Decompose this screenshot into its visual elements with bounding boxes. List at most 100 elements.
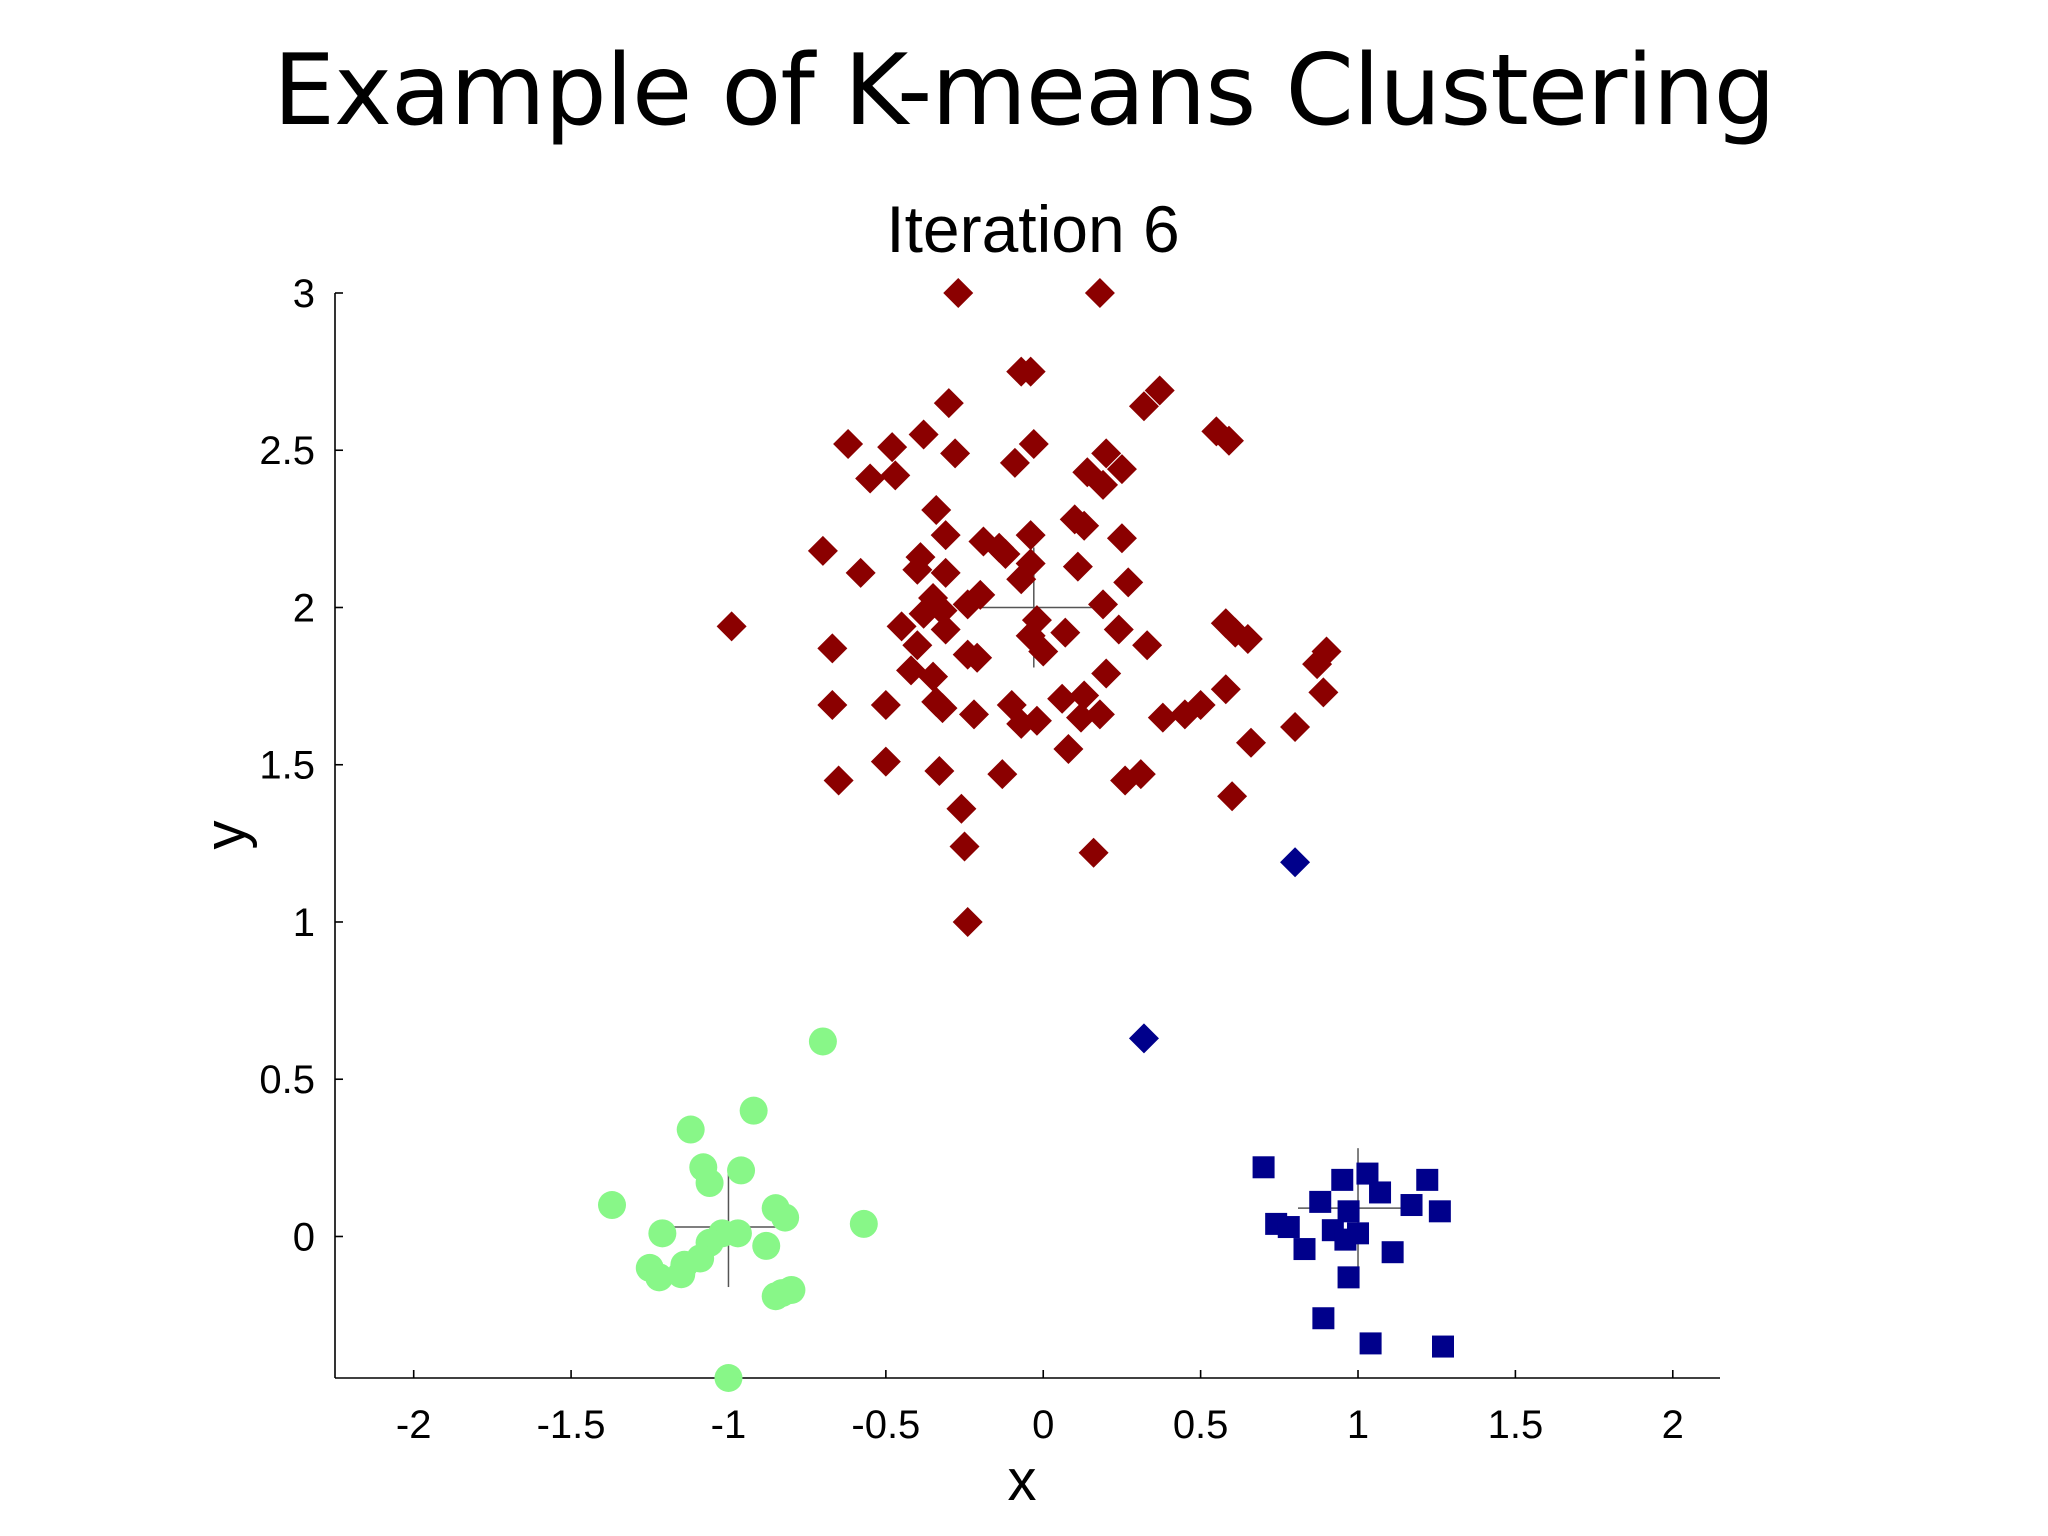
- diamond-point: [908, 419, 939, 450]
- circle-point: [771, 1203, 800, 1232]
- circle-point: [714, 1364, 743, 1392]
- diamond-point: [924, 756, 955, 787]
- circle-point: [648, 1219, 677, 1248]
- chart-title: Iteration 6: [886, 192, 1180, 266]
- y-tick-label: 3: [293, 272, 315, 316]
- diamond-point: [1302, 649, 1333, 680]
- circle-point: [676, 1115, 705, 1144]
- diamond-point: [1078, 837, 1109, 868]
- data-points: [598, 278, 1454, 1392]
- diamond-point: [877, 432, 908, 463]
- y-tick-label: 0.5: [259, 1058, 315, 1102]
- diamond-point: [1062, 551, 1093, 582]
- y-axis-label: y: [193, 821, 258, 850]
- square-point: [1312, 1307, 1335, 1330]
- x-tick-label: 2: [1662, 1403, 1684, 1447]
- diamond-point: [943, 278, 974, 308]
- square-point: [1337, 1200, 1360, 1223]
- diamond-point: [845, 557, 876, 588]
- axes: [334, 293, 1720, 1379]
- diamond-point: [987, 759, 1018, 790]
- diamond-point: [1213, 425, 1244, 456]
- square-point: [1369, 1181, 1392, 1204]
- circle-point: [849, 1209, 878, 1238]
- diamond-point: [880, 460, 911, 491]
- diamond-point: [902, 630, 933, 661]
- square-point: [1416, 1168, 1439, 1191]
- diamond-point: [1053, 734, 1084, 765]
- diamond-point: [1147, 702, 1178, 733]
- square-point: [1277, 1216, 1300, 1239]
- diamond-point: [940, 438, 971, 469]
- diamond-point: [1069, 680, 1100, 711]
- x-tick-label: 0: [1032, 1403, 1054, 1447]
- diamond-point: [1091, 438, 1122, 469]
- circle-point: [645, 1263, 674, 1292]
- diamond-point: [927, 595, 958, 626]
- y-tick-label: 2.5: [259, 429, 315, 473]
- diamond-point: [1144, 375, 1175, 406]
- diamond-point: [1015, 520, 1046, 551]
- diamond-point: [918, 661, 949, 692]
- square-point: [1337, 1266, 1360, 1289]
- diamond-point: [855, 463, 886, 494]
- circle-point: [739, 1096, 768, 1125]
- circle-point: [695, 1169, 724, 1198]
- diamond-point: [1217, 781, 1248, 812]
- x-tick-label: 0.5: [1173, 1403, 1229, 1447]
- slide-title: Example of K-means Clustering: [273, 34, 1776, 148]
- diamond-point: [933, 388, 964, 419]
- diamond-point: [1006, 708, 1037, 739]
- x-tick-label: -0.5: [851, 1403, 920, 1447]
- diamond-point: [990, 539, 1021, 570]
- diamond-point: [870, 689, 901, 720]
- circle-point: [752, 1231, 781, 1260]
- diamond-point: [1050, 617, 1081, 648]
- y-tick-label: 1.5: [259, 744, 315, 788]
- diamond-point: [1047, 683, 1078, 714]
- circle-point: [808, 1027, 837, 1056]
- y-tick-label: 2: [293, 586, 315, 630]
- diamond-point: [921, 495, 952, 525]
- diamond-point: [949, 831, 980, 862]
- square-point: [1432, 1335, 1454, 1358]
- circle-point: [761, 1282, 790, 1311]
- diamond-point: [1185, 689, 1216, 720]
- diamond-point: [1106, 523, 1137, 554]
- square-point: [1381, 1241, 1404, 1264]
- diamond-point: [1088, 469, 1119, 500]
- diamond-point: [833, 428, 864, 459]
- diamond-point: [1106, 454, 1137, 485]
- diamond-point: [1113, 567, 1144, 598]
- diamond-point: [1103, 614, 1134, 645]
- diamond-point: [958, 699, 989, 730]
- diamond-point: [1280, 847, 1311, 878]
- square-point: [1428, 1200, 1451, 1223]
- diamond-point: [952, 589, 983, 620]
- diamond-point: [823, 765, 854, 796]
- x-tick-label: -2: [396, 1403, 432, 1447]
- x-tick-label: -1: [711, 1403, 747, 1447]
- diamond-point: [999, 447, 1030, 478]
- diamond-point: [1091, 658, 1122, 689]
- diamond-point: [1069, 510, 1100, 541]
- diamond-point: [870, 746, 901, 777]
- diamond-point: [930, 557, 961, 588]
- diamond-point: [930, 520, 961, 551]
- y-tick-label: 1: [293, 901, 315, 945]
- x-tick-label: -1.5: [537, 1403, 606, 1447]
- diamond-point: [1066, 702, 1097, 733]
- diamond-point: [1125, 759, 1156, 790]
- diamond-point: [946, 793, 977, 824]
- diamond-point: [952, 906, 983, 937]
- diamond-point: [1084, 699, 1115, 730]
- diamond-point: [902, 554, 933, 585]
- diamond-point: [930, 614, 961, 645]
- diamond-point: [807, 535, 838, 566]
- diamond-point: [1235, 727, 1266, 758]
- square-point: [1400, 1194, 1423, 1217]
- square-point: [1309, 1190, 1332, 1213]
- square-point: [1293, 1238, 1316, 1261]
- diamond-point: [817, 689, 848, 720]
